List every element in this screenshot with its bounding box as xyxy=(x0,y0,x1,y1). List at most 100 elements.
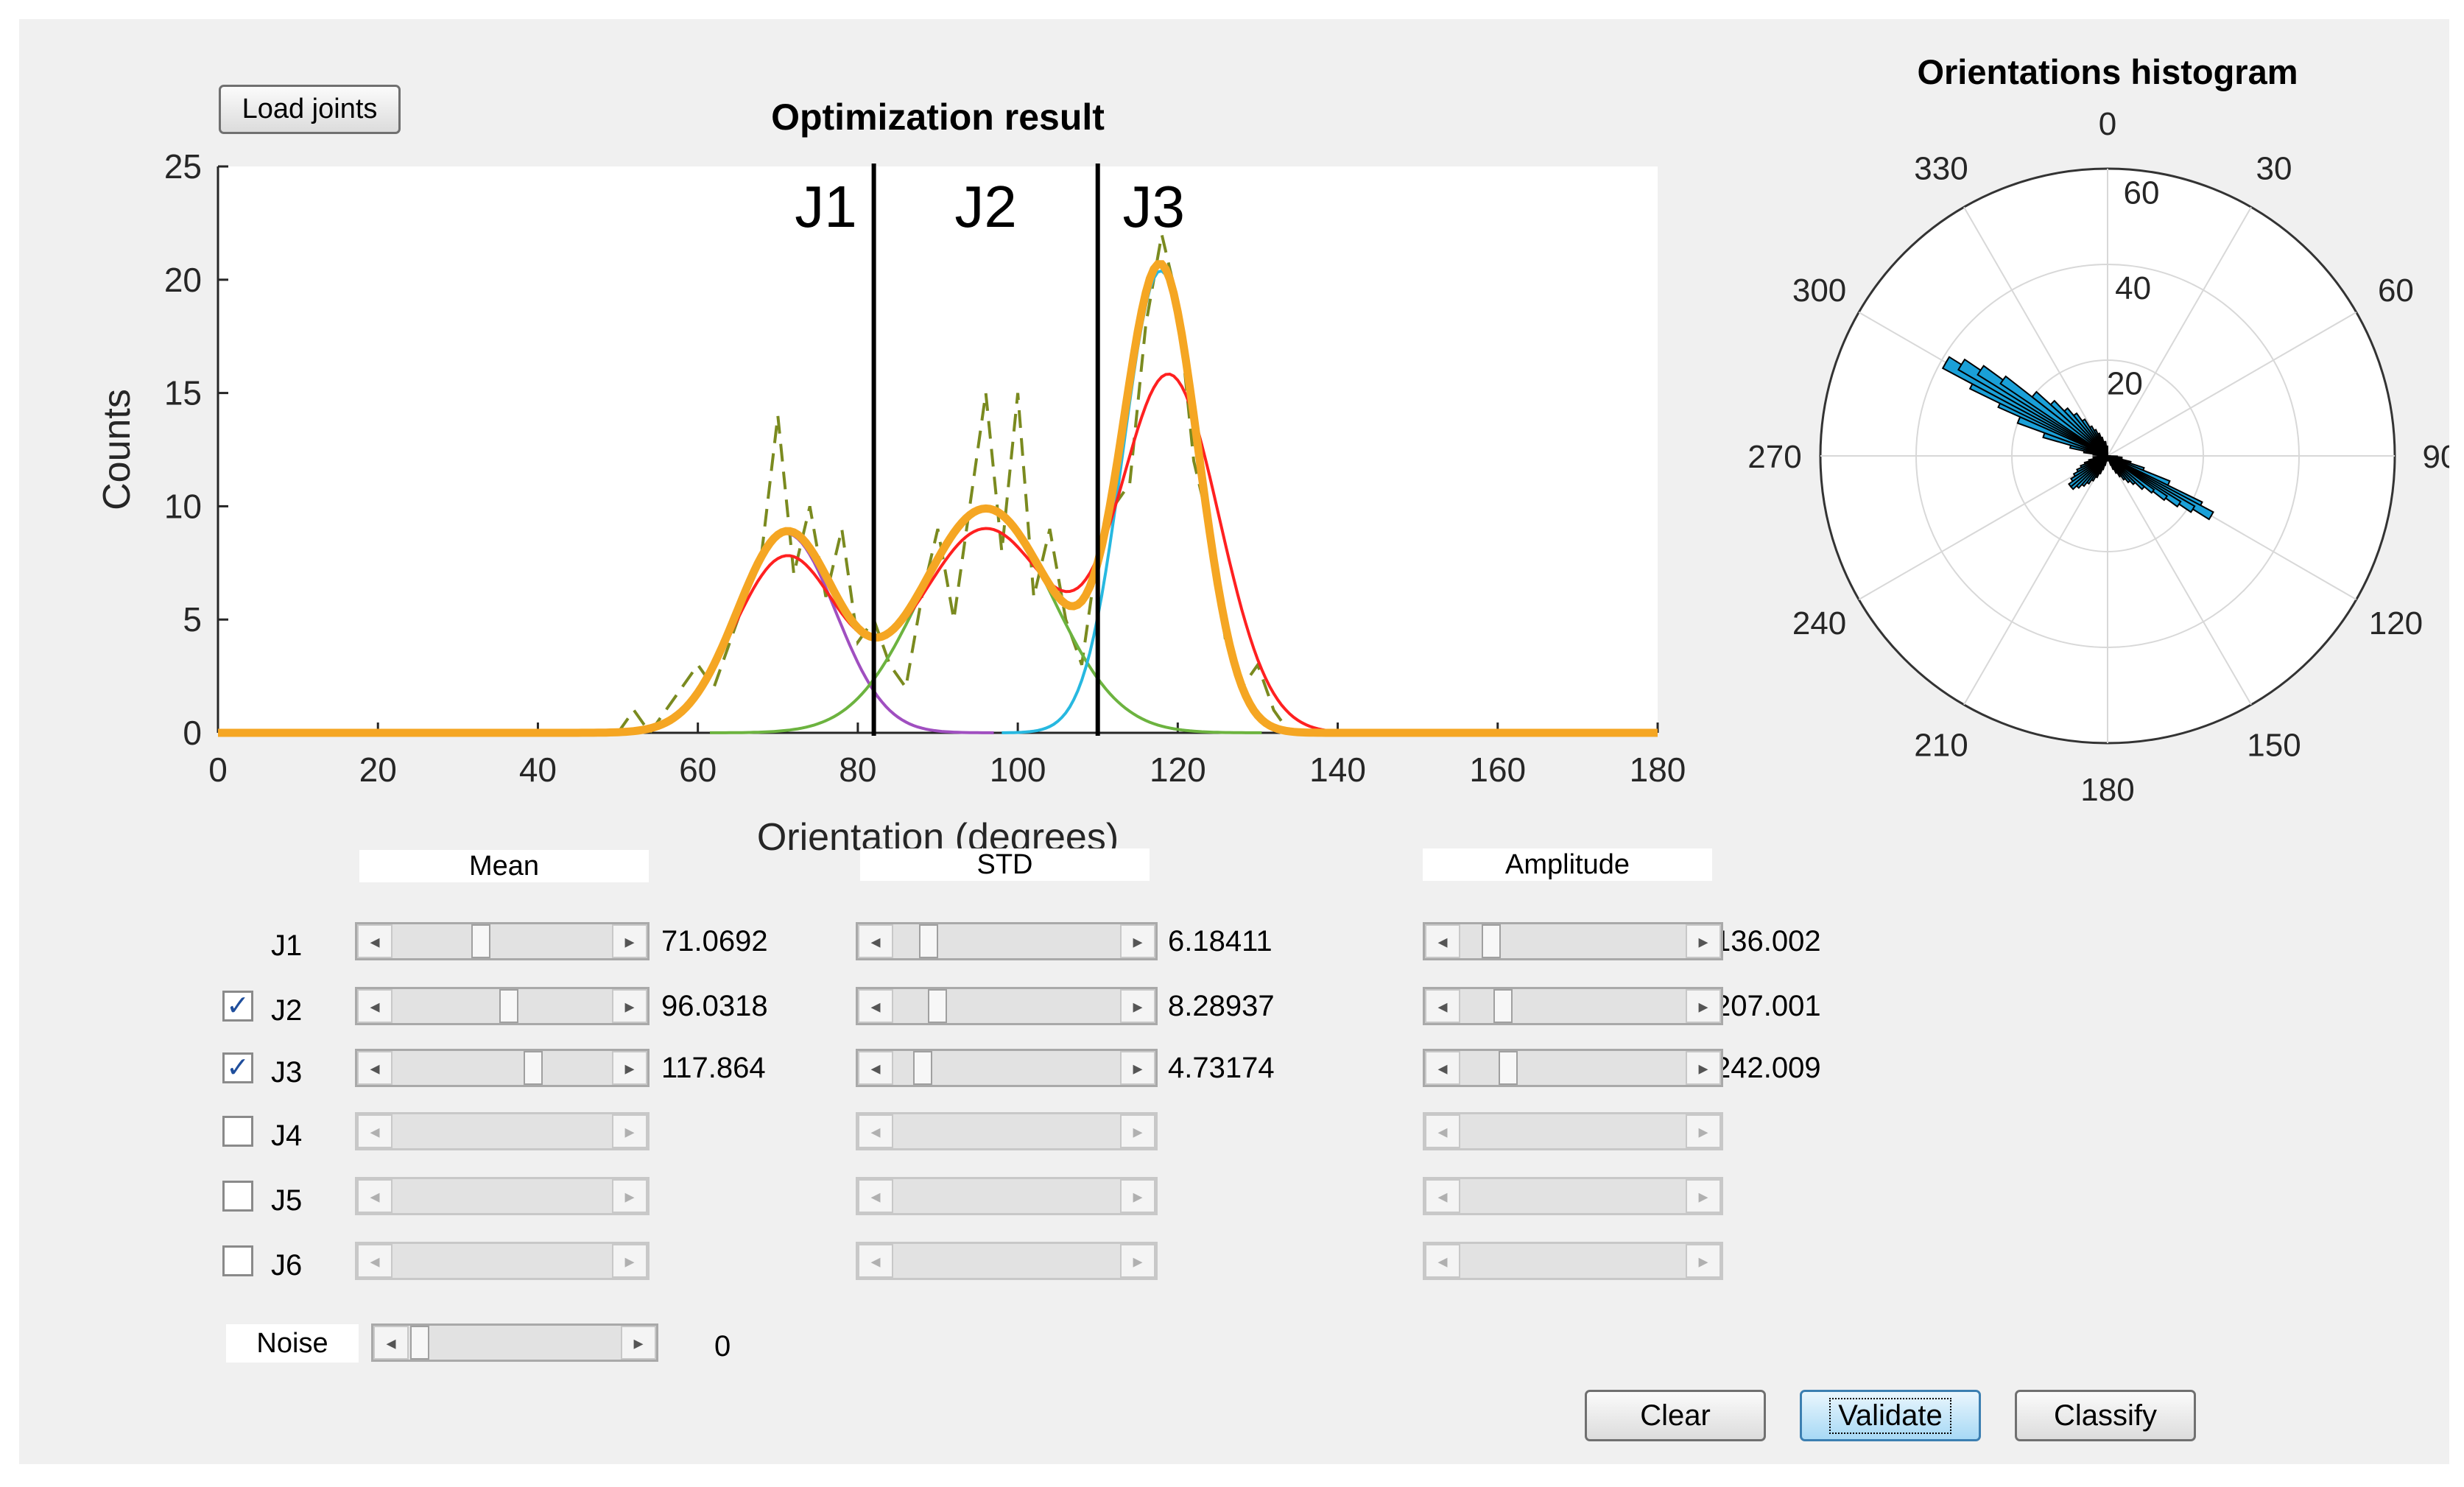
j2-mean-slider-thumb[interactable] xyxy=(499,989,519,1023)
j4-amplitude-slider-right-arrow[interactable]: ▸ xyxy=(1686,1114,1721,1148)
j5-mean-slider[interactable]: ◂ ▸ xyxy=(355,1177,650,1215)
polar-title: Orientations histogram xyxy=(1917,52,2298,91)
j6-std-slider[interactable]: ◂ ▸ xyxy=(856,1242,1158,1280)
j2-amplitude-slider-left-arrow[interactable]: ◂ xyxy=(1425,989,1460,1023)
checkbox-j3[interactable]: ✓ xyxy=(222,1052,253,1083)
j4-std-slider-right-arrow[interactable]: ▸ xyxy=(1120,1114,1155,1148)
load-joints-button[interactable]: Load joints xyxy=(219,85,401,134)
x-tick-label: 0 xyxy=(208,750,228,789)
j2-std-slider-right-arrow[interactable]: ▸ xyxy=(1120,989,1155,1023)
j1-std-slider-right-arrow[interactable]: ▸ xyxy=(1120,924,1155,958)
noise-value: 0 xyxy=(714,1330,731,1363)
j3-std-slider-right-arrow[interactable]: ▸ xyxy=(1120,1051,1155,1085)
j1-amplitude-slider-right-arrow[interactable]: ▸ xyxy=(1686,924,1721,958)
rose-bar xyxy=(1999,375,2108,457)
j6-mean-slider[interactable]: ◂ ▸ xyxy=(355,1242,650,1280)
j1-mean-slider[interactable]: ◂ ▸ xyxy=(355,922,650,960)
y-tick-label: 5 xyxy=(183,600,202,639)
noise-slider-left-arrow[interactable]: ◂ xyxy=(373,1326,409,1360)
j3-amplitude-slider[interactable]: ◂ ▸ xyxy=(1423,1049,1723,1087)
j3-amplitude-slider-thumb[interactable] xyxy=(1499,1051,1518,1085)
angle-tick-label: 240 xyxy=(1792,605,1846,641)
clear-button[interactable]: Clear xyxy=(1585,1390,1766,1441)
j4-amplitude-slider[interactable]: ◂ ▸ xyxy=(1423,1112,1723,1150)
app-window: Load joints Optimization result 0 20 40 60 80… xyxy=(19,19,2449,1464)
j1-std-slider-left-arrow[interactable]: ◂ xyxy=(858,924,893,958)
angle-tick-label: 270 xyxy=(1747,439,1801,475)
j1-mean-slider-left-arrow[interactable]: ◂ xyxy=(357,924,393,958)
j3-std-slider[interactable]: ◂ ▸ xyxy=(856,1049,1158,1087)
j1-std-slider-thumb[interactable] xyxy=(918,924,938,958)
j4-amplitude-slider-left-arrow[interactable]: ◂ xyxy=(1425,1114,1460,1148)
joint-label-j2: J2 xyxy=(271,994,303,1027)
joint-label-j5: J5 xyxy=(271,1184,303,1217)
y-axis-label: Counts xyxy=(96,389,138,510)
j2-amplitude-slider-right-arrow[interactable]: ▸ xyxy=(1686,989,1721,1023)
j3-std-slider-left-arrow[interactable]: ◂ xyxy=(858,1051,893,1085)
angle-tick-label: 150 xyxy=(2247,727,2301,763)
j2-mean-slider[interactable]: ◂ ▸ xyxy=(355,987,650,1025)
load-joints-label: Load joints xyxy=(242,94,378,124)
j5-amplitude-slider-right-arrow[interactable]: ▸ xyxy=(1686,1179,1721,1213)
checkbox-j2[interactable]: ✓ xyxy=(222,991,253,1022)
j1-mean-slider-right-arrow[interactable]: ▸ xyxy=(612,924,647,958)
j5-std-slider[interactable]: ◂ ▸ xyxy=(856,1177,1158,1215)
j2-mean-slider-right-arrow[interactable]: ▸ xyxy=(612,989,647,1023)
x-tick-label: 100 xyxy=(990,750,1046,789)
orientations-histogram-chart: Orientations histogram204060030609012015… xyxy=(1747,52,2449,808)
j3-mean-slider-left-arrow[interactable]: ◂ xyxy=(357,1051,393,1085)
j1-mean-slider-thumb[interactable] xyxy=(471,924,491,958)
j3-std-value: 4.73174 xyxy=(1168,1052,1275,1084)
j4-mean-slider-left-arrow[interactable]: ◂ xyxy=(357,1114,393,1148)
noise-slider-thumb[interactable] xyxy=(410,1326,429,1360)
x-tick-label: 40 xyxy=(519,750,557,789)
j6-amplitude-slider-right-arrow[interactable]: ▸ xyxy=(1686,1244,1721,1278)
j2-amplitude-slider-thumb[interactable] xyxy=(1493,989,1513,1023)
j3-std-slider-thumb[interactable] xyxy=(912,1051,932,1085)
j5-std-slider-right-arrow[interactable]: ▸ xyxy=(1120,1179,1155,1213)
j6-std-slider-right-arrow[interactable]: ▸ xyxy=(1120,1244,1155,1278)
j3-mean-slider-thumb[interactable] xyxy=(524,1051,543,1085)
j6-mean-slider-right-arrow[interactable]: ▸ xyxy=(612,1244,647,1278)
j5-std-slider-left-arrow[interactable]: ◂ xyxy=(858,1179,893,1213)
j1-std-slider[interactable]: ◂ ▸ xyxy=(856,922,1158,960)
j6-mean-slider-left-arrow[interactable]: ◂ xyxy=(357,1244,393,1278)
y-tick-label: 0 xyxy=(183,714,202,752)
angle-tick-label: 90 xyxy=(2423,439,2449,475)
j4-mean-slider-right-arrow[interactable]: ▸ xyxy=(612,1114,647,1148)
j3-amplitude-slider-left-arrow[interactable]: ◂ xyxy=(1425,1051,1460,1085)
j2-mean-slider-left-arrow[interactable]: ◂ xyxy=(357,989,393,1023)
j2-std-slider[interactable]: ◂ ▸ xyxy=(856,987,1158,1025)
j5-mean-slider-left-arrow[interactable]: ◂ xyxy=(357,1179,393,1213)
j6-std-slider-left-arrow[interactable]: ◂ xyxy=(858,1244,893,1278)
checkbox-j4[interactable] xyxy=(222,1116,253,1147)
j6-amplitude-slider[interactable]: ◂ ▸ xyxy=(1423,1242,1723,1280)
j1-amplitude-slider-left-arrow[interactable]: ◂ xyxy=(1425,924,1460,958)
j3-amplitude-slider-right-arrow[interactable]: ▸ xyxy=(1686,1051,1721,1085)
j3-mean-slider-right-arrow[interactable]: ▸ xyxy=(612,1051,647,1085)
j4-mean-slider[interactable]: ◂ ▸ xyxy=(355,1112,650,1150)
j2-std-slider-left-arrow[interactable]: ◂ xyxy=(858,989,893,1023)
j2-amplitude-slider[interactable]: ◂ ▸ xyxy=(1423,987,1723,1025)
j6-amplitude-slider-left-arrow[interactable]: ◂ xyxy=(1425,1244,1460,1278)
clear-label: Clear xyxy=(1640,1399,1711,1432)
j5-amplitude-slider[interactable]: ◂ ▸ xyxy=(1423,1177,1723,1215)
j1-amplitude-slider-thumb[interactable] xyxy=(1482,924,1502,958)
checkbox-j5[interactable] xyxy=(222,1181,253,1212)
classify-button[interactable]: Classify xyxy=(2015,1390,2196,1441)
noise-slider-right-arrow[interactable]: ▸ xyxy=(621,1326,656,1360)
noise-label: Noise xyxy=(226,1324,359,1363)
j5-mean-slider-right-arrow[interactable]: ▸ xyxy=(612,1179,647,1213)
noise-slider[interactable]: ◂ ▸ xyxy=(371,1323,658,1362)
j2-std-slider-thumb[interactable] xyxy=(927,989,947,1023)
j4-std-slider-left-arrow[interactable]: ◂ xyxy=(858,1114,893,1148)
j1-amplitude-slider[interactable]: ◂ ▸ xyxy=(1423,922,1723,960)
validate-button[interactable]: Validate xyxy=(1800,1390,1981,1441)
checkbox-j6[interactable] xyxy=(222,1245,253,1276)
x-tick-label: 20 xyxy=(359,750,397,789)
j2-amplitude-value: 207.001 xyxy=(1714,990,1821,1022)
j4-std-slider[interactable]: ◂ ▸ xyxy=(856,1112,1158,1150)
j3-mean-slider[interactable]: ◂ ▸ xyxy=(355,1049,650,1087)
j5-amplitude-slider-left-arrow[interactable]: ◂ xyxy=(1425,1179,1460,1213)
